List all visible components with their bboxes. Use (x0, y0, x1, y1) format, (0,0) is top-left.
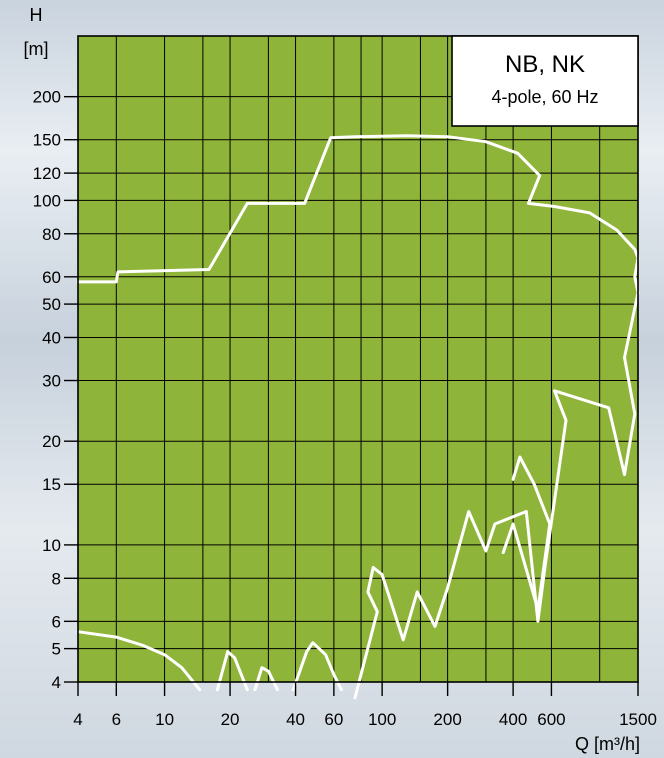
x-tick-label: 20 (221, 710, 240, 729)
x-tick-label: 6 (112, 710, 121, 729)
y-tick-label: 50 (42, 295, 61, 314)
y-axis-unit: [m] (24, 39, 49, 59)
y-tick-label: 8 (52, 569, 61, 588)
x-tick-label: 1500 (619, 710, 657, 729)
x-tick-label: 40 (286, 710, 305, 729)
y-tick-label: 5 (52, 640, 61, 659)
y-axis-label: H (30, 5, 43, 25)
x-axis-label: Q [m³/h] (575, 734, 640, 754)
legend-title: NB, NK (505, 51, 585, 78)
y-tick-label: 30 (42, 372, 61, 391)
y-tick-label: 60 (42, 268, 61, 287)
y-tick-label: 15 (42, 475, 61, 494)
performance-curve-6 (291, 641, 343, 692)
y-tick-label: 100 (33, 191, 61, 210)
x-tick-label: 4 (73, 710, 82, 729)
performance-curve-4 (215, 650, 249, 692)
y-tick-label: 200 (33, 88, 61, 107)
y-tick-label: 40 (42, 328, 61, 347)
performance-curve-3 (76, 630, 202, 692)
x-tick-label: 200 (433, 710, 461, 729)
y-tick-label: 6 (52, 612, 61, 631)
y-tick-label: 80 (42, 225, 61, 244)
y-tick-label: 120 (33, 164, 61, 183)
y-tick-label: 4 (52, 673, 61, 692)
legend-background (451, 35, 639, 127)
legend-subtitle: 4-pole, 60 Hz (491, 87, 598, 107)
tick-layer: 4 5 6 8 10 15 20 30 40 50 60 80 100 120 150 200 4 6 10 20 40… (33, 88, 657, 729)
plot-area (78, 36, 638, 682)
y-tick-label: 150 (33, 131, 61, 150)
performance-curve-5 (253, 666, 279, 692)
x-tick-label: 600 (537, 710, 565, 729)
x-tick-label: 60 (324, 710, 343, 729)
performance-curve-1 (76, 134, 640, 700)
legend: NB, NK 4-pole, 60 Hz (451, 35, 639, 127)
x-tick-label: 10 (155, 710, 174, 729)
x-tick-label: 100 (368, 710, 396, 729)
performance-curve-2 (501, 455, 552, 611)
y-tick-label: 10 (42, 536, 61, 555)
x-tick-label: 400 (499, 710, 527, 729)
y-tick-label: 20 (42, 432, 61, 451)
plot-border (77, 35, 639, 683)
curve-layer (76, 134, 640, 700)
